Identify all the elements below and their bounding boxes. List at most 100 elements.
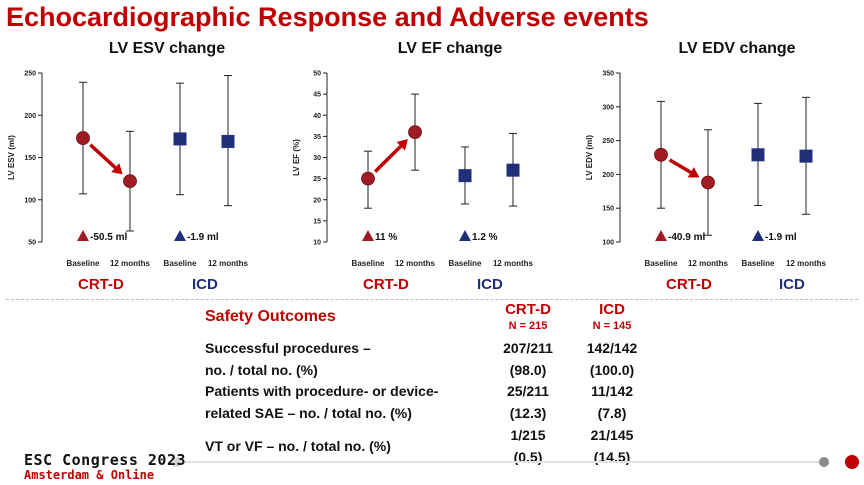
change-arrow-head [687, 167, 700, 178]
y-tick-label: 50 [313, 71, 321, 78]
y-tick-label: 100 [24, 197, 36, 204]
congress-name: ESC Congress 2023 [24, 451, 187, 469]
x-tick-label: 12 months [493, 259, 534, 268]
column-header-icd: ICD [599, 301, 625, 318]
row-label: Patients with procedure- or device- [205, 383, 439, 399]
y-tick-label: 200 [24, 113, 36, 120]
annotation-triangle [77, 230, 89, 241]
data-point-icd [506, 163, 520, 177]
data-point-icd [173, 132, 187, 146]
y-tick-label: 45 [313, 92, 321, 99]
y-tick-label: 200 [602, 172, 614, 179]
chart-ef: 10 15 20 25 30 35 40 45 50 LV EF (%) Baseline 12 mo… [292, 71, 534, 269]
footer-rule [176, 461, 824, 463]
change-arrow-shaft [668, 158, 692, 174]
row-label: Successful procedures – [205, 340, 371, 356]
y-tick-label: 15 [313, 218, 321, 225]
annotation-label: 1.2 % [472, 232, 498, 243]
x-tick-label: Baseline [645, 259, 678, 268]
row-label: related SAE – no. / total no. (%) [205, 405, 412, 421]
data-point-icd [751, 148, 765, 162]
cell-crt: (98.0) [509, 362, 547, 378]
y-tick-label: 300 [602, 104, 614, 111]
cell-crt: (0.5) [513, 449, 543, 465]
group-label-crt-esv: CRT-D [78, 276, 124, 293]
change-arrow-shaft [373, 144, 403, 173]
chart-edv: 100 150 200 250 300 350 LV EDV (ml) Baseline 12 … [585, 71, 827, 269]
data-point-crt [361, 171, 375, 186]
chart-title-ef: LV EF change [397, 40, 503, 57]
annotation-label: -1.9 ml [187, 232, 219, 243]
group-label-icd-ef: ICD [477, 276, 503, 293]
annotation-triangle [459, 230, 471, 241]
annotation-triangle [174, 230, 186, 241]
column-n-crt: N = 215 [508, 320, 548, 332]
y-tick-label: 30 [313, 155, 321, 162]
row-label: VT or VF – no. / total no. (%) [205, 438, 391, 454]
y-axis-label: LV EDV (ml) [585, 135, 594, 181]
annotation-label: -1.9 ml [765, 232, 797, 243]
data-point-crt [654, 147, 668, 162]
x-tick-label: Baseline [67, 259, 100, 268]
annotation-label: -40.9 ml [668, 232, 705, 243]
y-axis-label: LV EF (%) [292, 139, 301, 176]
data-point-icd [458, 169, 472, 183]
safety-title: Safety Outcomes [205, 308, 336, 325]
annotation-label: 11 % [375, 232, 397, 243]
x-tick-label: Baseline [352, 259, 385, 268]
x-tick-label: Baseline [449, 259, 482, 268]
group-label-icd-edv: ICD [779, 276, 805, 293]
annotation-triangle [752, 230, 764, 241]
chart-title-edv: LV EDV change [678, 40, 796, 57]
cell-icd: 11/142 [590, 383, 634, 399]
y-tick-label: 50 [28, 240, 36, 247]
group-label-icd-esv: ICD [192, 276, 218, 293]
data-point-icd [221, 134, 235, 148]
y-tick-label: 250 [24, 71, 36, 78]
data-point-crt [408, 125, 422, 140]
data-point-icd [799, 149, 813, 163]
x-tick-label: 12 months [110, 259, 151, 268]
cell-crt: 25/211 [506, 383, 550, 399]
row-label: no. / total no. (%) [205, 362, 318, 378]
annotation-label: -50.5 ml [90, 232, 127, 243]
footer-dot-right [845, 455, 859, 469]
x-tick-label: 12 months [688, 259, 729, 268]
cell-icd: (14.5) [593, 449, 631, 465]
data-point-crt [701, 175, 715, 190]
y-tick-label: 100 [602, 240, 614, 247]
data-point-crt [123, 174, 137, 189]
chart-title-esv: LV ESV change [108, 40, 226, 57]
cell-icd: (100.0) [589, 362, 635, 378]
y-tick-label: 10 [313, 240, 321, 247]
change-arrow-shaft [89, 143, 117, 169]
footer-dot-left [171, 457, 181, 467]
x-tick-label: Baseline [742, 259, 775, 268]
annotation-triangle [362, 230, 374, 241]
cell-icd: 142/142 [586, 340, 638, 356]
footer-dot-mid [819, 457, 829, 467]
x-tick-label: 12 months [786, 259, 827, 268]
x-tick-label: Baseline [164, 259, 197, 268]
y-tick-label: 250 [602, 138, 614, 145]
column-n-icd: N = 145 [592, 320, 632, 332]
cell-icd: (7.8) [597, 405, 627, 421]
congress-location: Amsterdam & Online [24, 468, 155, 482]
group-label-crt-edv: CRT-D [666, 276, 712, 293]
data-point-crt [76, 131, 90, 145]
y-tick-label: 40 [313, 113, 321, 120]
change-arrow-head [396, 139, 408, 151]
group-label-crt-ef: CRT-D [363, 276, 409, 293]
cell-crt: 207/211 [503, 340, 553, 356]
chart-esv: 50 100 150 200 250 LV ESV (ml) Baseline 12 mont… [7, 71, 249, 269]
section-divider [6, 299, 858, 300]
y-axis-label: LV ESV (ml) [7, 135, 16, 180]
change-arrow-head [111, 163, 123, 175]
y-tick-label: 35 [313, 134, 321, 141]
column-header-crt: CRT-D [505, 301, 551, 318]
cell-icd: 21/145 [590, 427, 634, 443]
x-tick-label: 12 months [208, 259, 249, 268]
annotation-triangle [655, 230, 667, 241]
y-tick-label: 150 [602, 206, 614, 213]
slide-title: Echocardiographic Response and Adverse e… [6, 2, 649, 32]
